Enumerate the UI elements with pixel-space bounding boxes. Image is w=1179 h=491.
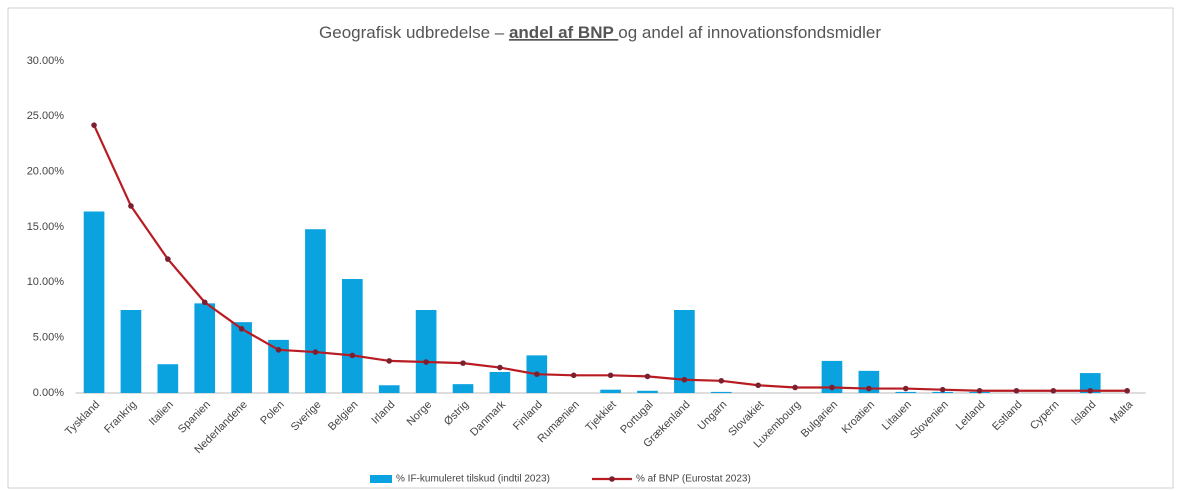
line-marker bbox=[1050, 387, 1057, 394]
line-marker bbox=[570, 372, 577, 379]
title-part: andel af BNP bbox=[509, 23, 618, 42]
bar bbox=[415, 310, 437, 393]
chart-title: Geografisk udbredelse – andel af BNP og … bbox=[319, 23, 881, 42]
line-marker bbox=[718, 378, 725, 384]
line-marker bbox=[349, 352, 356, 359]
legend-swatch bbox=[370, 475, 392, 483]
line-marker bbox=[423, 359, 429, 365]
legend-label: % IF-kumuleret tilskud (indtil 2023) bbox=[396, 474, 550, 485]
bar bbox=[231, 322, 252, 393]
line-marker bbox=[497, 364, 503, 371]
bar bbox=[83, 211, 105, 393]
y-tick-label: 0.00% bbox=[33, 387, 64, 399]
y-tick-label: 15.00% bbox=[27, 221, 65, 233]
line-marker bbox=[460, 360, 466, 366]
y-tick-label: 10.00% bbox=[27, 276, 65, 288]
bar bbox=[194, 303, 216, 393]
line-marker bbox=[644, 373, 651, 380]
line-marker bbox=[275, 347, 282, 353]
line-marker bbox=[1124, 387, 1130, 394]
bar bbox=[710, 391, 732, 393]
line-marker bbox=[607, 372, 614, 379]
line-marker bbox=[128, 203, 134, 209]
title-part: Geografisk udbredelse – bbox=[319, 23, 509, 42]
line-marker bbox=[829, 384, 835, 391]
bar bbox=[821, 360, 843, 393]
bar bbox=[637, 390, 658, 393]
y-tick-label: 20.00% bbox=[27, 166, 65, 178]
bar bbox=[895, 391, 917, 393]
line-marker bbox=[238, 326, 245, 332]
bar bbox=[452, 384, 474, 393]
bar bbox=[378, 385, 400, 393]
line-marker bbox=[976, 387, 983, 394]
line-marker bbox=[312, 349, 319, 355]
bar bbox=[157, 364, 179, 393]
bar bbox=[120, 310, 142, 393]
y-tick-label: 5.00% bbox=[33, 332, 64, 344]
bar bbox=[341, 279, 363, 393]
title-part: og andel af innovationsfondsmidler bbox=[618, 23, 881, 42]
bar bbox=[1079, 373, 1101, 393]
line-marker bbox=[939, 386, 946, 393]
line-marker bbox=[386, 358, 393, 364]
y-tick-label: 30.00% bbox=[27, 55, 65, 67]
line-marker bbox=[201, 299, 208, 306]
bar bbox=[674, 310, 695, 393]
line-marker bbox=[681, 376, 688, 383]
y-tick-label: 25.00% bbox=[27, 110, 65, 122]
line-marker bbox=[1087, 387, 1094, 394]
line-marker bbox=[792, 384, 798, 391]
legend-label: % af BNP (Eurostat 2023) bbox=[636, 474, 751, 485]
line-marker bbox=[755, 382, 761, 389]
chart-border bbox=[7, 7, 1174, 489]
line-marker bbox=[534, 371, 540, 377]
line-marker bbox=[866, 385, 872, 392]
bar bbox=[268, 339, 289, 393]
line-marker bbox=[1013, 387, 1020, 394]
bar bbox=[600, 389, 621, 393]
line-marker bbox=[902, 385, 909, 392]
line-marker bbox=[165, 256, 171, 262]
legend-swatch bbox=[609, 476, 615, 482]
bar bbox=[489, 371, 511, 393]
bar bbox=[305, 229, 326, 393]
line-marker bbox=[91, 122, 97, 128]
